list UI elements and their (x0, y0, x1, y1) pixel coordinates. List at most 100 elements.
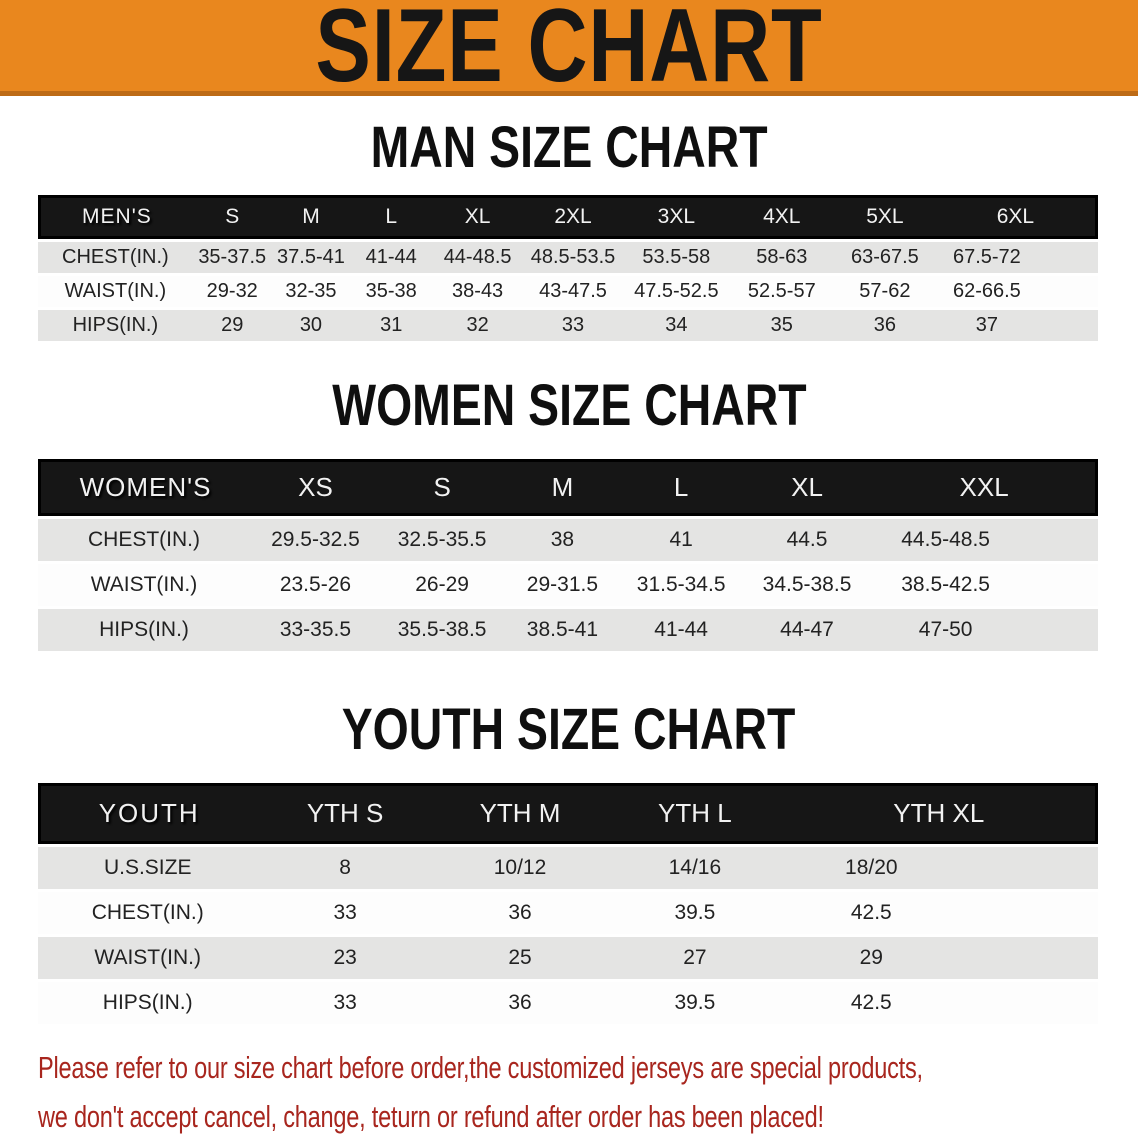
size-column-header: 6XL (935, 195, 1098, 239)
section-women: WOMEN SIZE CHART WOMEN'S XS S M L XL XXL CHEST(I… (0, 373, 1138, 654)
table-header-label: YOUTH (38, 783, 258, 844)
size-value-cell: 47.5-52.5 (623, 276, 730, 307)
size-value-cell: 39.5 (607, 892, 783, 934)
size-value-cell: 43-47.5 (522, 276, 624, 307)
size-value-cell: 35 (729, 310, 834, 341)
size-value-cell: 34.5-38.5 (740, 564, 874, 606)
size-value-cell: 29 (782, 937, 1098, 979)
measurement-label: WAIST(IN.) (38, 564, 250, 606)
size-value-cell: 32.5-35.5 (380, 519, 504, 561)
size-value-cell: 63-67.5 (834, 242, 936, 273)
table-row: U.S.SIZE 8 10/12 14/16 18/20 (38, 847, 1098, 889)
size-value-cell: 33 (257, 892, 433, 934)
size-chart-sections: MAN SIZE CHART MEN'S S M L XL 2XL 3XL 4XL 5XL 6XL C… (0, 115, 1138, 1027)
size-value-cell: 57-62 (834, 276, 936, 307)
size-value-cell: 8 (257, 847, 433, 889)
measurement-label: CHEST(IN.) (38, 519, 250, 561)
size-value-cell: 44.5 (740, 519, 874, 561)
section-title-women: WOMEN SIZE CHART (0, 373, 1138, 438)
table-row: HIPS(IN.) 33-35.5 35.5-38.5 38.5-41 41-44 44-… (38, 609, 1098, 651)
size-value-cell: 29-31.5 (503, 564, 622, 606)
size-column-header: YTH XL (782, 783, 1098, 844)
section-title-text: WOMEN SIZE CHART (331, 373, 807, 438)
size-column-header: M (271, 195, 351, 239)
measurement-label: HIPS(IN.) (38, 982, 258, 1024)
size-value-cell: 34 (623, 310, 730, 341)
table-row: HIPS(IN.) 29 30 31 32 33 34 35 36 37 (38, 310, 1098, 341)
size-value-cell: 33-35.5 (250, 609, 381, 651)
size-value-cell: 18/20 (782, 847, 1098, 889)
size-column-header: M (503, 459, 622, 516)
order-notice: Please refer to our size chart before or… (0, 1043, 1138, 1141)
size-column-header: XL (740, 459, 874, 516)
measurement-label: WAIST(IN.) (38, 937, 258, 979)
size-value-cell: 42.5 (782, 892, 1098, 934)
size-column-header: S (380, 459, 504, 516)
size-value-cell: 44-48.5 (432, 242, 523, 273)
size-chart-banner: SIZE CHART (0, 0, 1138, 104)
section-title-men: MAN SIZE CHART (0, 115, 1138, 180)
table-header-row: MEN'S S M L XL 2XL 3XL 4XL 5XL 6XL (38, 195, 1098, 239)
size-value-cell: 44.5-48.5 (873, 519, 1098, 561)
size-value-cell: 36 (834, 310, 936, 341)
measurement-label: WAIST(IN.) (38, 276, 193, 307)
table-row: CHEST(IN.) 29.5-32.5 32.5-35.5 38 41 44.5 44.5… (38, 519, 1098, 561)
size-column-header: XL (432, 195, 523, 239)
size-table-men: MEN'S S M L XL 2XL 3XL 4XL 5XL 6XL CHEST(IN.) 35-37… (38, 192, 1098, 344)
table-header-row: WOMEN'S XS S M L XL XXL (38, 459, 1098, 516)
size-value-cell: 41-44 (621, 609, 741, 651)
size-value-cell: 35-37.5 (192, 242, 272, 273)
size-value-cell: 37 (935, 310, 1098, 341)
size-value-cell: 36 (432, 982, 608, 1024)
table-row: WAIST(IN.) 29-32 32-35 35-38 38-43 43-47.5 47.… (38, 276, 1098, 307)
measurement-label: HIPS(IN.) (38, 609, 250, 651)
notice-line-2: we don't accept cancel, change, teturn o… (38, 1099, 824, 1134)
size-value-cell: 25 (432, 937, 608, 979)
size-value-cell: 32-35 (271, 276, 351, 307)
banner-title: SIZE CHART (252, 0, 886, 104)
section-title-youth: YOUTH SIZE CHART (0, 697, 1138, 762)
size-value-cell: 14/16 (607, 847, 783, 889)
table-row: WAIST(IN.) 23.5-26 26-29 29-31.5 31.5-34.5 34… (38, 564, 1098, 606)
table-header-label: WOMEN'S (38, 459, 250, 516)
table-row: CHEST(IN.) 33 36 39.5 42.5 (38, 892, 1098, 934)
size-column-header: XXL (873, 459, 1098, 516)
banner-title-text: SIZE CHART (315, 0, 823, 104)
size-column-header: XS (250, 459, 381, 516)
size-value-cell: 23.5-26 (250, 564, 381, 606)
size-value-cell: 41 (621, 519, 741, 561)
size-column-header: S (192, 195, 272, 239)
section-men: MAN SIZE CHART MEN'S S M L XL 2XL 3XL 4XL 5XL 6XL C… (0, 115, 1138, 344)
size-column-header: 4XL (729, 195, 834, 239)
size-value-cell: 33 (522, 310, 624, 341)
size-value-cell: 47-50 (873, 609, 1098, 651)
size-column-header: 3XL (623, 195, 730, 239)
measurement-label: CHEST(IN.) (38, 892, 258, 934)
table-row: WAIST(IN.) 23 25 27 29 (38, 937, 1098, 979)
measurement-label: U.S.SIZE (38, 847, 258, 889)
size-value-cell: 37.5-41 (271, 242, 351, 273)
size-value-cell: 31 (350, 310, 433, 341)
table-row: HIPS(IN.) 33 36 39.5 42.5 (38, 982, 1098, 1024)
size-value-cell: 41-44 (350, 242, 433, 273)
measurement-label: HIPS(IN.) (38, 310, 193, 341)
size-value-cell: 62-66.5 (935, 276, 1098, 307)
size-value-cell: 38-43 (432, 276, 523, 307)
section-title-text: MAN SIZE CHART (370, 115, 768, 180)
size-table-youth: YOUTH YTH S YTH M YTH L YTH XL U.S.SIZE 8 10/12… (38, 780, 1098, 1027)
size-value-cell: 44-47 (740, 609, 874, 651)
section-title-text: YOUTH SIZE CHART (342, 697, 796, 762)
size-column-header: L (350, 195, 433, 239)
table-header-row: YOUTH YTH S YTH M YTH L YTH XL (38, 783, 1098, 844)
size-value-cell: 38.5-41 (503, 609, 622, 651)
notice-line-1: Please refer to our size chart before or… (38, 1050, 923, 1085)
size-value-cell: 29-32 (192, 276, 272, 307)
size-value-cell: 38 (503, 519, 622, 561)
size-value-cell: 36 (432, 892, 608, 934)
size-value-cell: 53.5-58 (623, 242, 730, 273)
table-row: CHEST(IN.) 35-37.5 37.5-41 41-44 44-48.5 48.5… (38, 242, 1098, 273)
size-value-cell: 39.5 (607, 982, 783, 1024)
size-value-cell: 30 (271, 310, 351, 341)
size-value-cell: 29.5-32.5 (250, 519, 381, 561)
